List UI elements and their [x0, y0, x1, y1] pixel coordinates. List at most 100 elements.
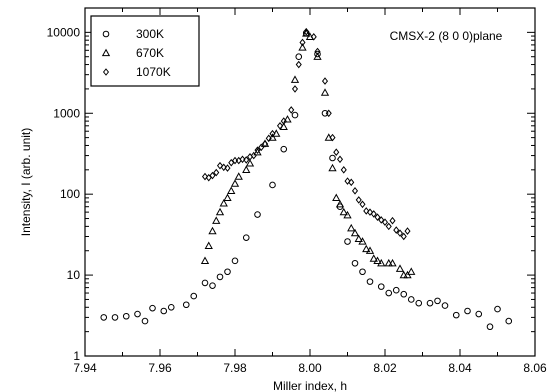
point-670k	[242, 165, 251, 173]
point-670k	[227, 186, 236, 194]
x-tick-label: 7.98	[223, 361, 247, 375]
point-1070k	[366, 208, 374, 216]
point-670k	[245, 159, 255, 167]
point-300k	[415, 299, 423, 307]
point-300k	[209, 282, 216, 289]
point-300k	[464, 307, 471, 315]
point-1070k	[295, 60, 302, 69]
point-1070k	[220, 163, 227, 172]
point-1070k	[363, 207, 370, 215]
point-1070k	[348, 178, 355, 187]
point-300k	[291, 111, 299, 119]
point-670k	[204, 241, 213, 249]
legend-label-300k: 300K	[136, 27, 164, 41]
x-tick-label: 7.96	[148, 361, 172, 375]
point-300k	[494, 305, 501, 313]
point-670k	[332, 193, 341, 202]
point-1070k	[351, 187, 359, 195]
point-670k	[335, 199, 345, 208]
point-1070k	[340, 166, 347, 174]
point-300k	[344, 238, 351, 245]
point-670k	[339, 207, 348, 216]
point-300k	[385, 289, 393, 297]
point-670k	[230, 179, 240, 187]
y-tick-label: 10000	[47, 25, 81, 39]
point-300k	[441, 302, 449, 309]
legend: 300K 670K 1070K	[90, 15, 200, 87]
x-tick-label: 8.02	[373, 361, 397, 375]
point-1070k	[389, 216, 396, 225]
point-1070k	[205, 173, 212, 182]
point-670k	[223, 193, 232, 202]
x-tick-label: 8.06	[523, 361, 547, 375]
point-300k	[134, 310, 141, 318]
point-670k	[313, 52, 322, 60]
point-670k	[365, 246, 375, 254]
point-300k	[141, 317, 149, 325]
legend-marker-300k	[102, 30, 110, 38]
point-300k	[400, 290, 408, 298]
point-300k	[167, 303, 175, 311]
point-670k	[215, 207, 225, 216]
point-1070k	[344, 177, 351, 185]
y-tick-labels: 1 10 100 1000 10000	[47, 25, 81, 363]
point-1070k	[265, 134, 272, 143]
y-tick-label: 1	[73, 349, 80, 363]
point-1070k	[374, 213, 381, 221]
point-300k	[359, 268, 366, 276]
point-1070k	[385, 222, 392, 231]
point-1070k	[209, 171, 216, 180]
point-1070k	[213, 168, 220, 177]
point-1070k	[201, 172, 209, 181]
x-tick-labels: 7.94 7.96 7.98 8.00 8.02 8.04 8.06	[73, 361, 547, 375]
point-1070k	[261, 139, 269, 148]
point-300k	[254, 211, 261, 218]
point-670k	[395, 264, 405, 272]
legend-label-1070k: 1070K	[136, 65, 171, 79]
legend-markers	[101, 30, 111, 76]
point-1070k	[250, 151, 257, 160]
point-300k	[452, 311, 460, 319]
y-tick-label: 10	[67, 268, 81, 282]
point-1070k	[400, 232, 407, 241]
point-300k	[182, 301, 190, 309]
point-300k	[407, 296, 415, 303]
point-300k	[392, 286, 400, 294]
point-1070k	[333, 148, 340, 157]
point-1070k	[280, 117, 287, 125]
chart-annotation: CMSX-2 (8 0 0)plane	[390, 29, 503, 43]
point-300k	[366, 278, 374, 285]
point-1070k	[224, 164, 231, 172]
point-670k	[290, 75, 300, 83]
point-670k	[347, 223, 356, 232]
point-670k	[320, 88, 330, 96]
point-300k	[329, 154, 336, 162]
series-300k	[100, 29, 513, 331]
point-1070k	[329, 133, 336, 142]
point-1070k	[370, 210, 377, 218]
point-670k	[208, 226, 217, 235]
point-1070k	[299, 38, 306, 47]
point-670k	[377, 258, 386, 267]
point-670k	[212, 216, 221, 224]
point-1070k	[239, 155, 246, 164]
point-300k	[111, 314, 119, 321]
point-300k	[351, 259, 359, 267]
point-670k	[350, 228, 360, 237]
point-670k	[343, 210, 352, 219]
point-300k	[100, 314, 108, 321]
point-1070k	[321, 77, 329, 85]
point-300k	[321, 109, 329, 117]
point-670k	[298, 43, 307, 51]
point-300k	[149, 304, 156, 312]
point-1070k	[314, 47, 321, 56]
point-670k	[328, 163, 337, 172]
legend-box	[90, 15, 200, 87]
point-670k	[369, 254, 378, 262]
point-1070k	[276, 122, 284, 130]
x-tick-label: 8.00	[298, 361, 322, 375]
point-1070k	[404, 227, 411, 235]
point-1070k	[288, 106, 295, 114]
axis-ticks	[84, 7, 536, 357]
